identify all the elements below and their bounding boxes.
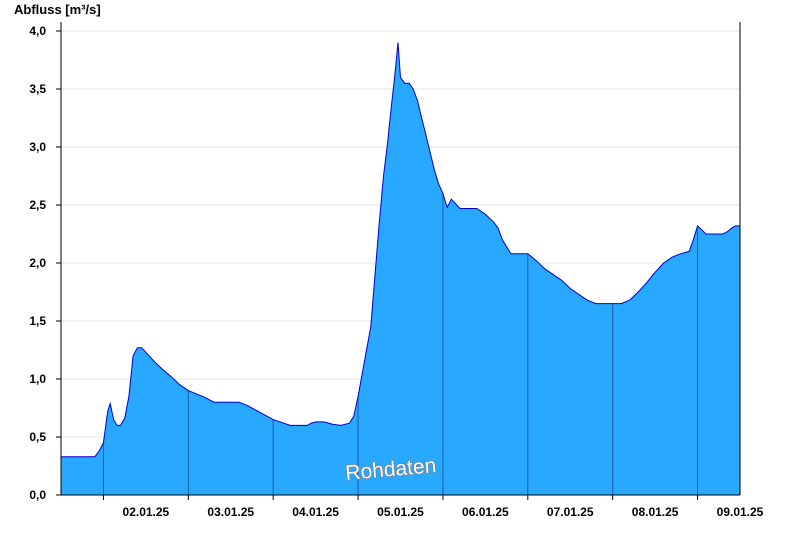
- y-tick-label: 0,0: [29, 488, 46, 502]
- discharge-line: [61, 42, 740, 458]
- y-tick-label: 3,5: [29, 82, 46, 96]
- y-tick-label: 1,5: [29, 314, 46, 328]
- discharge-area: [61, 42, 740, 495]
- axes: [60, 22, 741, 496]
- y-tick-label: 0,5: [29, 430, 46, 444]
- y-tick-label: 1,0: [29, 372, 46, 386]
- x-tick-label: 02.01.25: [123, 505, 170, 519]
- y-tick-label: 2,0: [29, 256, 46, 270]
- y-axis-title: Abfluss [m³/s]: [14, 2, 101, 17]
- x-tick-label: 09.01.25: [717, 505, 764, 519]
- x-tick-label: 05.01.25: [377, 505, 424, 519]
- x-tick-labels: 02.01.25 03.01.25 04.01.25 05.01.25 06.01.25…: [102, 495, 764, 519]
- y-tick-labels: 0,0 0,5 1,0 1,5 2,0 2,5 3,0 3,5 4,0: [29, 24, 61, 502]
- x-tick-label: 08.01.25: [632, 505, 679, 519]
- x-tick-label: 04.01.25: [292, 505, 339, 519]
- y-tick-label: 3,0: [29, 140, 46, 154]
- x-tick-label: 03.01.25: [207, 505, 254, 519]
- x-tick-label: 07.01.25: [547, 505, 594, 519]
- day-separators: [102, 193, 699, 495]
- y-tick-label: 2,5: [29, 198, 46, 212]
- y-tick-label: 4,0: [29, 24, 46, 38]
- x-tick-label: 06.01.25: [462, 505, 509, 519]
